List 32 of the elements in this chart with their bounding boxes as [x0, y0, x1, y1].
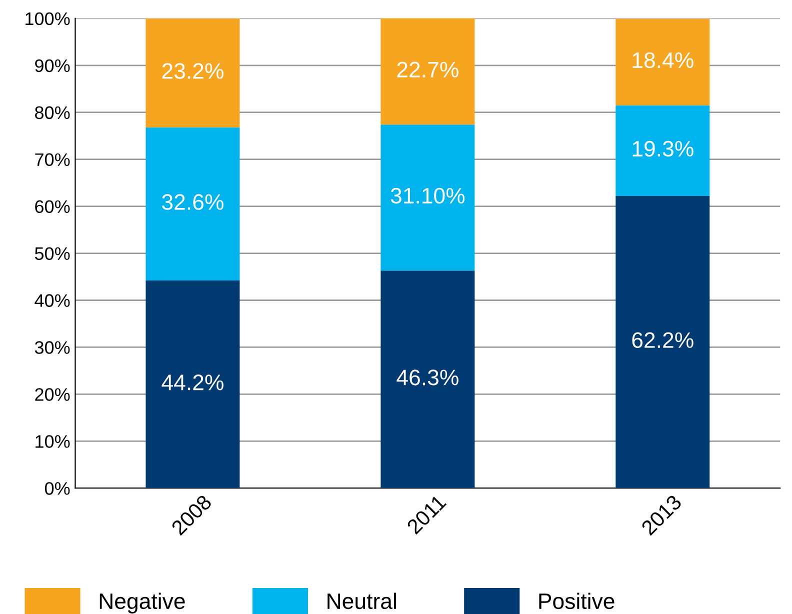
data-label: 19.3%: [632, 140, 694, 157]
bar: [616, 105, 710, 196]
data-label: 62.2%: [632, 332, 694, 348]
y-tick-label: 40%: [34, 294, 70, 307]
y-tick-label: 100%: [26, 12, 70, 26]
legend-label: Positive: [539, 592, 614, 610]
y-tick-label: 60%: [35, 200, 70, 214]
bar: [146, 127, 240, 281]
y-tick-label: 80%: [35, 106, 70, 120]
data-label: 32.6%: [162, 194, 224, 210]
bar: [616, 18, 710, 106]
data-label: 18.4%: [632, 52, 694, 68]
y-tick-label: 50%: [34, 247, 70, 260]
data-label: 23.2%: [162, 63, 224, 79]
legend-label: Negative: [100, 592, 185, 614]
bar: [380, 270, 475, 488]
y-tick-label: 70%: [35, 153, 70, 166]
y-tick-label: 30%: [34, 341, 70, 354]
bar: [380, 124, 475, 271]
y-tick-label: 20%: [35, 388, 70, 401]
y-tick-label: 90%: [35, 59, 70, 72]
data-label: 22.7%: [397, 62, 458, 78]
data-label: 46.3%: [396, 370, 458, 386]
data-label: 44.2%: [162, 374, 224, 390]
legend-label: Neutral: [328, 592, 396, 610]
data-label: 31.10%: [390, 188, 465, 204]
bar: [146, 18, 240, 128]
bar: [616, 196, 710, 488]
y-tick-label: 0%: [44, 482, 70, 495]
bar: [380, 18, 475, 125]
y-tick-label: 10%: [36, 435, 70, 448]
bar: [146, 280, 240, 488]
